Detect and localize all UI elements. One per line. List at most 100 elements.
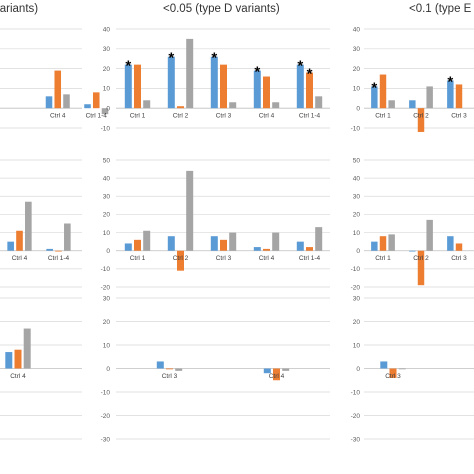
- bar-ctrl-3-series-1: [210, 56, 218, 109]
- y-tick-label: -10: [351, 125, 361, 132]
- bar-ctrl-3-series-1: [447, 80, 454, 109]
- y-tick-label: 10: [103, 342, 111, 349]
- y-tick-label: 40: [103, 175, 111, 182]
- y-tick-label: 0: [356, 248, 360, 255]
- bar-ctrl-2-series-3: [426, 86, 433, 109]
- category-label: Ctrl 4: [10, 373, 26, 380]
- bar-ctrl-4-series-2: [263, 248, 270, 251]
- bar-ctrl-3-series-1: [380, 361, 388, 369]
- category-label: Ctrl 3: [162, 373, 178, 380]
- bar-ctrl-3-series-3: [229, 232, 237, 251]
- y-tick-label: -10: [351, 266, 361, 273]
- chart-panel-mid-bot: -30 -20 -10 0 10 20 30 Ctrl 3 Ctrl 4: [101, 295, 330, 443]
- bar-ctrl-4-series-2: [263, 76, 270, 109]
- category-label: Ctrl 1: [130, 113, 146, 120]
- bar-ctrl-4-series-1: [263, 368, 271, 374]
- bar-ctrl-3-series-3: [398, 368, 406, 370]
- bar-ctrl-1-4-series-1: [296, 241, 304, 251]
- bar-ctrl-3-series-1: [156, 361, 164, 369]
- bar-ctrl-3-series-2: [389, 368, 397, 378]
- panel-title-right: <0.1 (type E v: [409, 3, 474, 15]
- category-label: Ctrl 1: [375, 113, 391, 120]
- bar-ctrl-1-series-3: [143, 230, 151, 251]
- chart-grid: Ctrl 4 Ctrl 1-4 Ctrl 4 Ctrl 1-4 Ctrl 4 -10 0 10…: [0, 26, 474, 443]
- bar-ctrl-3-series-2: [455, 84, 463, 109]
- category-label: Ctrl 2: [173, 113, 189, 120]
- chart-panel-left-mid: Ctrl 4 Ctrl 1-4: [0, 159, 82, 288]
- bar-ctrl-4-series-2: [54, 70, 62, 109]
- bar-ctrl-1-series-3: [143, 100, 151, 109]
- category-label: Ctrl 3: [216, 255, 232, 262]
- bar-ctrl-2-series-3: [186, 170, 194, 251]
- bar-ctrl-1-4-series-3: [101, 108, 109, 115]
- y-tick-label: -20: [101, 284, 111, 291]
- bar-ctrl-3-series-3: [175, 368, 183, 371]
- bar-ctrl-2-series-2: [177, 250, 184, 271]
- significance-star: *: [211, 50, 217, 67]
- y-tick-label: 10: [103, 230, 111, 237]
- y-tick-label: 0: [106, 248, 110, 255]
- y-tick-label: 20: [103, 212, 111, 219]
- category-label: Ctrl 1: [375, 255, 391, 262]
- bar-ctrl-4-series-3: [272, 102, 280, 109]
- y-tick-label: 10: [353, 86, 361, 93]
- y-tick-label: 30: [103, 46, 111, 53]
- y-tick-label: 20: [103, 319, 111, 326]
- y-tick-label: -30: [351, 436, 361, 443]
- bar-ctrl-4-series-1: [253, 70, 261, 109]
- category-label: Ctrl 4: [12, 255, 28, 262]
- significance-star: *: [254, 64, 260, 81]
- bar-ctrl-1-series-2: [134, 239, 141, 251]
- y-tick-label: 0: [356, 106, 360, 113]
- bar-ctrl-4-series-1: [5, 352, 13, 369]
- bar-ctrl-4-series-2: [16, 230, 23, 251]
- y-tick-label: 0: [106, 366, 110, 373]
- bar-ctrl-2-series-3: [426, 219, 433, 251]
- significance-star: *: [307, 66, 313, 83]
- chart-panel-left-bot: Ctrl 4: [0, 297, 82, 440]
- bar-ctrl-4-series-3: [282, 368, 290, 371]
- bar-ctrl-4-series-2: [14, 349, 22, 369]
- bar-ctrl-2-series-2: [417, 108, 425, 132]
- bar-ctrl-1-series-3: [388, 100, 395, 109]
- y-tick-label: 30: [353, 295, 361, 302]
- category-label: Ctrl 1-4: [299, 113, 321, 120]
- y-tick-label: -10: [101, 389, 111, 396]
- significance-star: *: [168, 50, 174, 67]
- bar-ctrl-4-series-2: [273, 368, 280, 381]
- y-tick-label: 40: [353, 26, 361, 33]
- bar-ctrl-3-series-2: [220, 64, 227, 109]
- y-tick-label: 30: [103, 295, 111, 302]
- y-tick-label: 30: [353, 46, 361, 53]
- y-tick-label: -10: [101, 266, 111, 273]
- bar-ctrl-1-4-series-2: [55, 250, 62, 252]
- y-tick-label: -20: [101, 413, 111, 420]
- category-label: Ctrl 3: [216, 113, 232, 120]
- category-label: Ctrl 4: [259, 255, 275, 262]
- bar-ctrl-1-series-2: [134, 64, 141, 109]
- bar-ctrl-2-series-1: [409, 250, 416, 252]
- bar-ctrl-3-series-2: [220, 239, 227, 251]
- y-tick-label: 30: [353, 194, 361, 201]
- bar-ctrl-3-series-2: [166, 368, 173, 370]
- y-tick-label: 40: [103, 26, 111, 33]
- category-label: Ctrl 2: [413, 113, 429, 120]
- bar-ctrl-2-series-1: [167, 56, 175, 109]
- category-label: Ctrl 3: [385, 373, 401, 380]
- category-label: Ctrl 1-4: [48, 255, 70, 262]
- chart-panel-right-mid: -20 -10 0 10 20 30 40 50 Ctrl 1 Ctrl 2 Ctrl 3: [351, 157, 474, 291]
- bar-ctrl-1-4-series-2: [92, 92, 100, 109]
- bar-ctrl-4-series-1: [253, 247, 261, 251]
- category-label: Ctrl 3: [451, 255, 467, 262]
- category-label: Ctrl 4: [269, 373, 285, 380]
- bar-ctrl-4-series-3: [63, 94, 70, 109]
- panel-title-middle: <0.05 (type D variants): [163, 3, 280, 15]
- significance-star: *: [297, 58, 303, 75]
- category-label: Ctrl 2: [173, 255, 189, 262]
- y-tick-label: 50: [103, 157, 111, 164]
- y-tick-label: 30: [103, 194, 111, 201]
- bar-ctrl-1-series-1: [124, 64, 132, 109]
- bar-ctrl-3-series-3: [229, 102, 237, 109]
- bar-ctrl-1-series-1: [371, 241, 378, 251]
